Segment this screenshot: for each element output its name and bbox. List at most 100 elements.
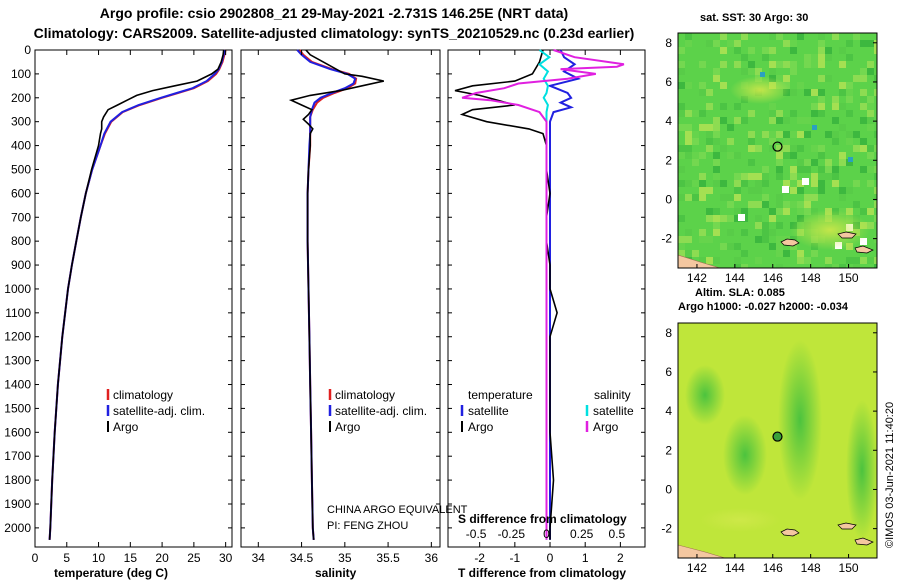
- y-tick-label: 200: [11, 91, 31, 105]
- sla-green-feature: [778, 340, 822, 500]
- sst-cell: [678, 103, 685, 110]
- sst-cell: [783, 180, 790, 187]
- sst-cell: [678, 145, 685, 152]
- sst-cell: [797, 201, 804, 208]
- sst-cell: [783, 138, 790, 145]
- sst-cell: [769, 68, 776, 75]
- sst-cell: [741, 54, 748, 61]
- sst-cell: [790, 68, 797, 75]
- sst-cell: [706, 89, 713, 96]
- sst-cell: [832, 103, 839, 110]
- difference-legend: temperature salinity satellite Argo sate…: [460, 388, 634, 434]
- sst-cell: [748, 61, 755, 68]
- difference-top-xlabel: S difference from climatology: [458, 512, 627, 526]
- sst-cell: [776, 173, 783, 180]
- x-tick-label: 25: [187, 551, 201, 565]
- sst-cell: [769, 208, 776, 215]
- sst-cell: [825, 159, 832, 166]
- sst-cell: [776, 166, 783, 173]
- series-line-t-argo: [454, 49, 558, 540]
- sla-argo-location-marker: [772, 431, 783, 442]
- sst-cell: [741, 180, 748, 187]
- sst-cell: [678, 110, 685, 117]
- sst-cell: [811, 180, 818, 187]
- sst-cell: [685, 180, 692, 187]
- sst-cell: [797, 33, 804, 40]
- sst-cell: [685, 131, 692, 138]
- sst-cell: [818, 61, 825, 68]
- series-line-satellite-adj-clim-: [48, 49, 226, 540]
- sst-cell: [727, 194, 734, 201]
- x-tick-label: -1: [510, 551, 521, 565]
- sst-cell: [727, 152, 734, 159]
- sst-cell: [762, 222, 769, 229]
- sla-green-feature: [685, 365, 725, 425]
- sst-cell: [678, 152, 685, 159]
- sst-cell: [818, 173, 825, 180]
- sst-cell: [818, 166, 825, 173]
- y-tick-label: 1300: [4, 354, 31, 368]
- sst-cell: [783, 75, 790, 82]
- sst-cell: [825, 54, 832, 61]
- sst-cell: [748, 173, 755, 180]
- sst-cell: [685, 138, 692, 145]
- sst-cell: [839, 264, 846, 268]
- sst-cell: [790, 40, 797, 47]
- sst-cell: [839, 103, 846, 110]
- sst-cell: [699, 173, 706, 180]
- sst-cell: [685, 124, 692, 131]
- sst-cell: [818, 103, 825, 110]
- sst-cell: [860, 257, 867, 264]
- map-y-tick-label: 2: [665, 153, 672, 167]
- x-tick-label: 36: [425, 551, 439, 565]
- sst-cell: [685, 33, 692, 40]
- sst-cell: [818, 75, 825, 82]
- x-tick-label: -2: [474, 551, 485, 565]
- map-x-tick-label: 144: [725, 561, 745, 575]
- x-tick-label: 20: [155, 551, 169, 565]
- legend-label-argo: Argo: [113, 420, 139, 434]
- sst-cell: [678, 215, 685, 222]
- x-tick-label: 10: [92, 551, 106, 565]
- sst-cell: [769, 110, 776, 117]
- sst-cell: [832, 180, 839, 187]
- y-tick-label: 400: [11, 139, 31, 153]
- y-tick-label: 1400: [4, 378, 31, 392]
- sst-cell: [699, 194, 706, 201]
- sst-missing-cell: [782, 186, 789, 193]
- sst-cell: [727, 215, 734, 222]
- sst-cell: [755, 187, 762, 194]
- sst-cell: [797, 117, 804, 124]
- sst-cell: [874, 264, 877, 268]
- sst-cell: [720, 194, 727, 201]
- sst-cell: [755, 68, 762, 75]
- series-line-climatology: [48, 49, 227, 540]
- sla-frame: [677, 322, 878, 559]
- sst-cell: [713, 159, 720, 166]
- sst-warm-patch: [730, 76, 790, 104]
- sst-cell: [797, 257, 804, 264]
- sst-cell: [762, 194, 769, 201]
- sst-cell: [853, 75, 860, 82]
- sst-cell: [685, 194, 692, 201]
- sst-cell: [678, 194, 685, 201]
- x-top-tick-label: -0.25: [498, 527, 526, 541]
- sst-cell: [797, 159, 804, 166]
- sst-cell: [804, 117, 811, 124]
- sst-cell: [720, 33, 727, 40]
- sst-cell: [748, 131, 755, 138]
- sst-cell: [832, 33, 839, 40]
- sst-cell: [853, 131, 860, 138]
- legend-label-satellite: satellite-adj. clim.: [335, 404, 427, 418]
- sst-cool-cell: [760, 72, 765, 77]
- sst-cell: [692, 131, 699, 138]
- sst-cell: [846, 110, 853, 117]
- sst-cell: [734, 103, 741, 110]
- sst-cell: [874, 47, 877, 54]
- sst-cell: [860, 117, 867, 124]
- sst-cell: [769, 103, 776, 110]
- sst-cell: [685, 236, 692, 243]
- sst-cell: [790, 166, 797, 173]
- sst-cell: [825, 264, 832, 268]
- sst-cell: [832, 131, 839, 138]
